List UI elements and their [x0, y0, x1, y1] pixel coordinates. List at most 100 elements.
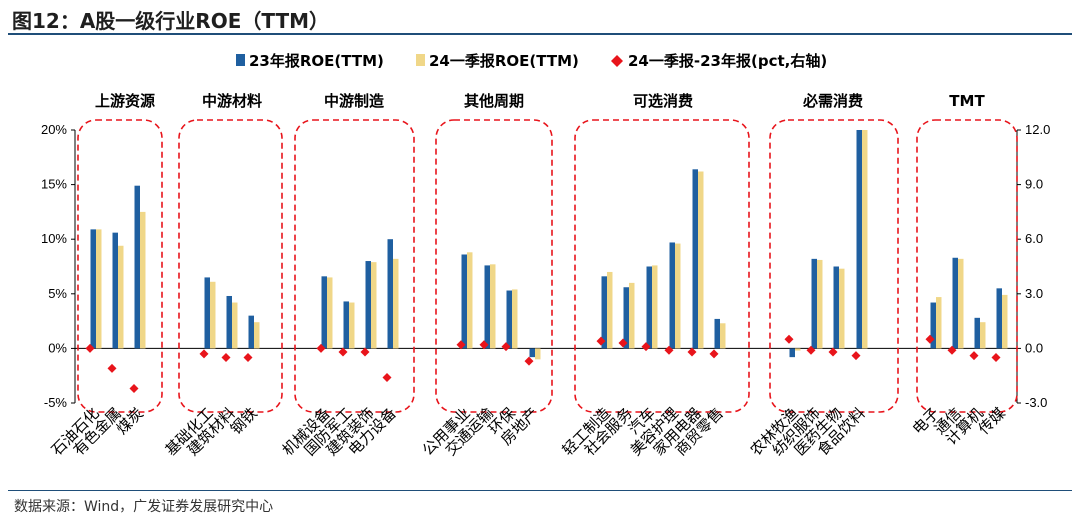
bar-23-annual: [669, 242, 675, 349]
legend-swatch-24-q1: [416, 54, 425, 66]
bar-24-q1: [140, 211, 146, 349]
group-title: TMT: [949, 92, 985, 110]
bar-23-annual: [952, 257, 958, 349]
bar-23-annual: [646, 266, 652, 349]
group-title: 上游资源: [95, 92, 155, 110]
diff-marker: [991, 353, 1001, 362]
bar-24-q1: [862, 130, 868, 349]
bar-24-q1: [795, 348, 801, 351]
diff-marker: [709, 349, 719, 359]
bar-23-annual: [112, 232, 118, 349]
bar-24-q1: [720, 323, 726, 349]
bar-24-q1: [393, 258, 399, 349]
bar-24-q1: [371, 262, 377, 349]
data-source-note: 数据来源：Wind，广发证券发展研究中心: [14, 499, 274, 515]
footer-rule: [8, 490, 1072, 491]
bar-23-annual: [343, 301, 349, 349]
legend-label-23-annual: 23年报ROE(TTM): [249, 52, 384, 70]
diff-marker: [456, 340, 466, 350]
bar-23-annual: [974, 317, 980, 349]
diff-marker: [221, 353, 231, 362]
diff-marker: [784, 334, 794, 344]
diff-marker: [947, 345, 957, 355]
diff-marker: [360, 347, 370, 357]
group-box: [294, 119, 415, 413]
category-label: 煤炭: [113, 404, 147, 438]
right-tick-label: -3.0: [1025, 395, 1047, 410]
group-title: 中游材料: [202, 92, 262, 110]
bar-23-annual: [833, 266, 839, 349]
legend-swatch-diff: [611, 55, 623, 67]
bar-23-annual: [996, 288, 1002, 349]
diff-marker: [243, 353, 253, 362]
bar-23-annual: [623, 287, 629, 349]
legend-swatch-23-annual: [236, 54, 245, 66]
diff-marker: [596, 336, 606, 346]
bar-23-annual: [248, 315, 254, 349]
group-title: 其他周期: [464, 92, 524, 110]
diff-marker: [382, 373, 392, 383]
bar-24-q1: [839, 268, 845, 349]
roe-chart: -5% 0% 5% 10% 15% 20% -3.0 0.0 3.0 6.0 9.0 12.0 上游资源…: [41, 52, 1050, 459]
left-tick-label: 5%: [48, 286, 67, 301]
diff-marker: [969, 351, 979, 361]
bar-23-annual: [204, 277, 210, 349]
bar-23-annual: [134, 185, 140, 349]
bar-24-q1: [490, 264, 496, 349]
bar-23-annual: [321, 276, 327, 349]
category-label: 传媒: [975, 404, 1009, 438]
bar-23-annual: [529, 348, 535, 358]
group-box: [435, 119, 553, 413]
diff-marker: [338, 347, 348, 357]
bar-24-q1: [512, 289, 518, 349]
legend-label-24-q1: 24一季报ROE(TTM): [429, 52, 579, 70]
bar-23-annual: [930, 302, 936, 349]
bar-24-q1: [96, 229, 102, 349]
diff-marker: [618, 338, 628, 348]
group-title: 必需消费: [802, 92, 863, 110]
bar-23-annual: [692, 169, 698, 349]
group-box: [178, 119, 283, 413]
bar-24-q1: [467, 252, 473, 349]
right-tick-label: 12.0: [1025, 122, 1050, 137]
diff-marker: [85, 343, 95, 353]
diff-marker: [806, 345, 816, 355]
bar-24-q1: [936, 297, 942, 349]
bar-24-q1: [254, 322, 260, 349]
category-label: 钢铁: [227, 404, 261, 438]
diff-marker: [501, 342, 511, 352]
right-tick-label: 3.0: [1025, 286, 1043, 301]
bar-23-annual: [387, 239, 393, 349]
bar-23-annual: [601, 276, 607, 349]
bar-24-q1: [675, 243, 681, 349]
bar-24-q1: [817, 259, 823, 349]
left-tick-label: 0%: [48, 340, 67, 355]
group-box: [574, 119, 750, 413]
diff-marker: [316, 343, 326, 353]
bar-24-q1: [118, 245, 124, 349]
right-tick-label: 0.0: [1025, 340, 1043, 355]
bar-24-q1: [980, 322, 986, 349]
right-tick-label: 9.0: [1025, 177, 1043, 192]
left-tick-label: 15%: [41, 177, 67, 192]
legend-label-diff: 24一季报-23年报(pct,右轴): [628, 52, 827, 70]
left-tick-label: 20%: [41, 122, 67, 137]
bar-24-q1: [958, 258, 964, 349]
bar-23-annual: [226, 295, 232, 349]
bar-24-q1: [232, 302, 238, 349]
group-box: [916, 119, 1018, 413]
figure-title: 图12：A股一级行业ROE（TTM）: [12, 9, 330, 33]
group-title: 中游制造: [324, 92, 384, 110]
bar-23-annual: [461, 254, 467, 349]
diff-marker: [687, 347, 697, 357]
bar-23-annual: [90, 229, 96, 349]
diff-marker: [107, 363, 117, 373]
header-rule: [8, 33, 1072, 35]
bar-24-q1: [607, 271, 613, 349]
bar-24-q1: [535, 348, 541, 360]
group-title: 可选消费: [633, 92, 693, 110]
bar-24-q1: [1002, 294, 1008, 349]
bar-24-q1: [327, 277, 333, 349]
bar-24-q1: [210, 281, 216, 349]
bar-23-annual: [506, 290, 512, 349]
